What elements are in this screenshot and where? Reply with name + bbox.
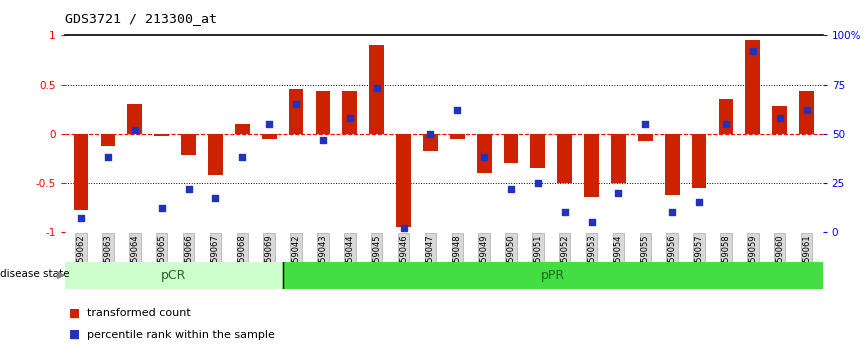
Point [585, 219, 598, 225]
Bar [208, 133, 223, 175]
Bar [235, 124, 249, 133]
Point [289, 101, 303, 107]
Point [611, 190, 625, 195]
Point [692, 200, 706, 205]
Bar [288, 90, 303, 133]
Bar [423, 133, 438, 151]
Text: transformed count: transformed count [87, 308, 191, 318]
Point [531, 180, 545, 185]
Text: ■: ■ [69, 307, 81, 320]
Point [209, 196, 223, 201]
Point [450, 107, 464, 113]
Bar [665, 133, 680, 195]
Point [236, 154, 249, 160]
Point [74, 215, 88, 221]
Text: pCR: pCR [161, 269, 186, 282]
Text: pPR: pPR [540, 269, 565, 282]
Bar [799, 91, 814, 133]
Point [101, 154, 115, 160]
Text: ■: ■ [69, 328, 81, 341]
Point [799, 107, 813, 113]
Point [477, 154, 491, 160]
Point [370, 86, 384, 91]
Point [772, 115, 786, 121]
Point [316, 137, 330, 142]
Point [397, 225, 410, 231]
Bar [772, 106, 787, 133]
Bar [477, 133, 492, 173]
Bar [74, 133, 88, 210]
Bar [262, 133, 276, 138]
Bar [154, 133, 169, 136]
Text: percentile rank within the sample: percentile rank within the sample [87, 330, 275, 339]
Bar [638, 133, 653, 142]
Text: disease state: disease state [0, 269, 69, 279]
Bar [558, 133, 572, 183]
Point [558, 210, 572, 215]
Point [504, 186, 518, 192]
Bar [449, 133, 465, 138]
Bar [369, 45, 384, 133]
Point [343, 115, 357, 121]
Point [746, 48, 759, 54]
Bar [127, 104, 142, 133]
Bar [181, 133, 196, 155]
Bar [692, 133, 707, 188]
Text: GDS3721 / 213300_at: GDS3721 / 213300_at [65, 12, 217, 25]
Bar [504, 133, 519, 163]
Bar [100, 133, 115, 147]
Point [182, 186, 196, 192]
Point [155, 205, 169, 211]
Point [262, 121, 276, 127]
Text: ▶: ▶ [57, 269, 66, 279]
Point [423, 131, 437, 136]
Bar [611, 133, 626, 183]
Bar [65, 262, 282, 289]
Bar [531, 133, 546, 168]
Bar [585, 133, 599, 198]
Point [719, 121, 733, 127]
Point [638, 121, 652, 127]
Bar [282, 262, 823, 289]
Bar [342, 91, 357, 133]
Bar [396, 133, 410, 227]
Bar [719, 99, 734, 133]
Point [128, 127, 142, 132]
Bar [746, 40, 760, 133]
Bar [315, 91, 330, 133]
Point [665, 210, 679, 215]
